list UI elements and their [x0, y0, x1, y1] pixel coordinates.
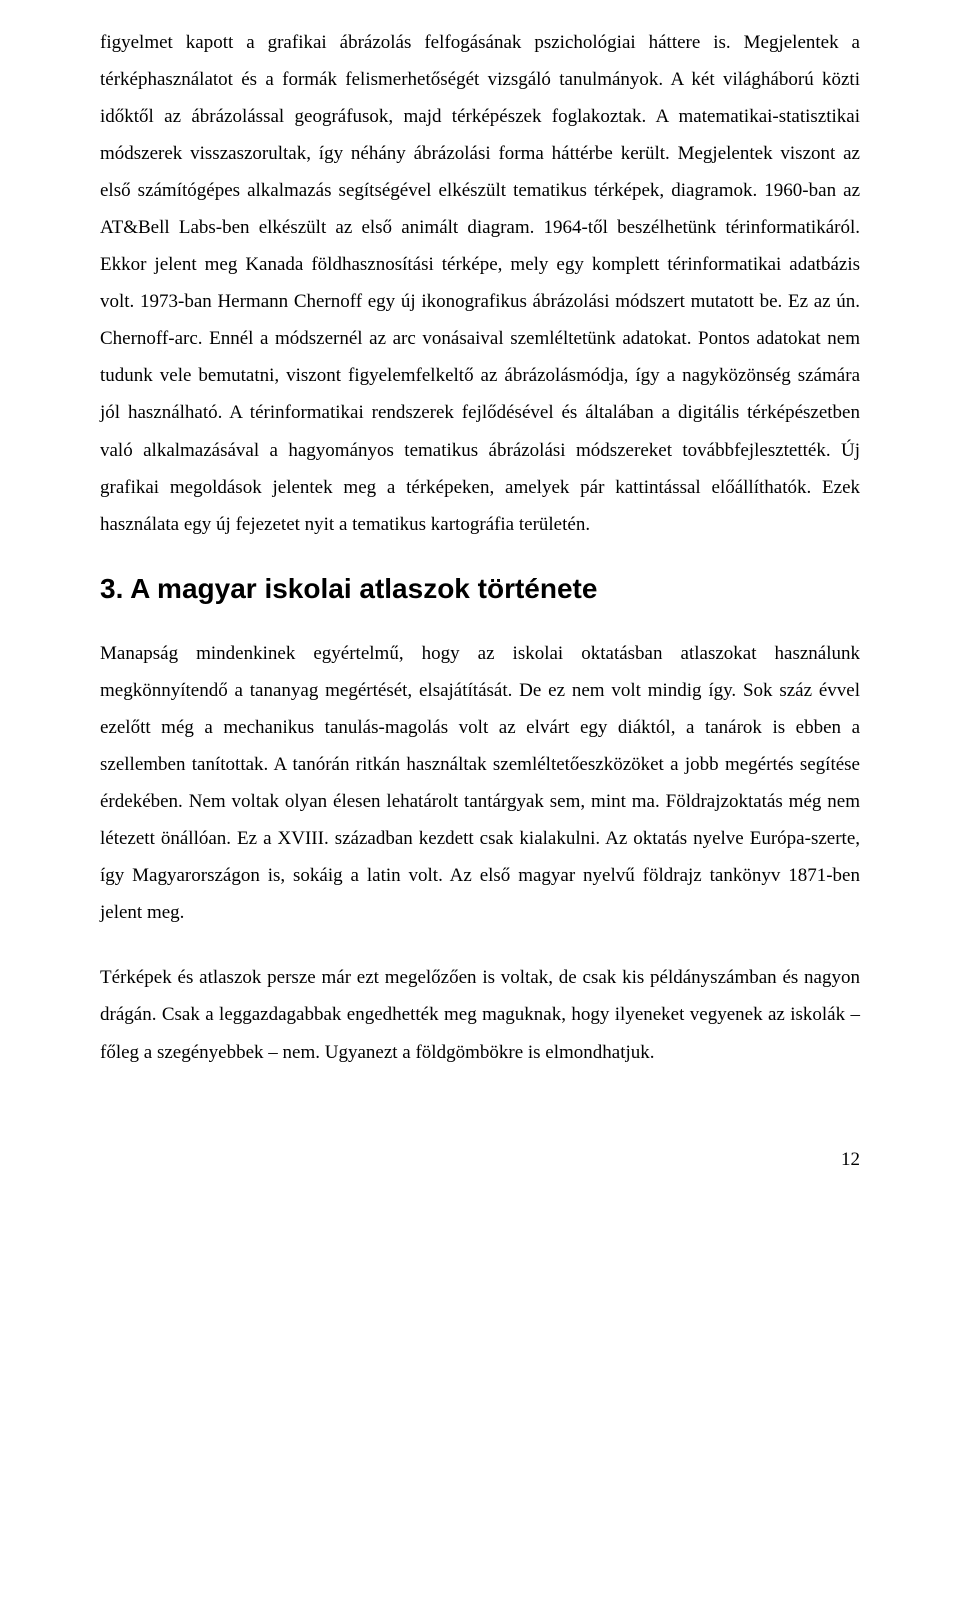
- body-paragraph-3: Térképek és atlaszok persze már ezt mege…: [100, 959, 860, 1070]
- section-heading: 3. A magyar iskolai atlaszok története: [100, 571, 860, 607]
- body-paragraph-1: figyelmet kapott a grafikai ábrázolás fe…: [100, 24, 860, 543]
- page-number: 12: [100, 1141, 860, 1178]
- body-paragraph-2: Manapság mindenkinek egyértelmű, hogy az…: [100, 635, 860, 931]
